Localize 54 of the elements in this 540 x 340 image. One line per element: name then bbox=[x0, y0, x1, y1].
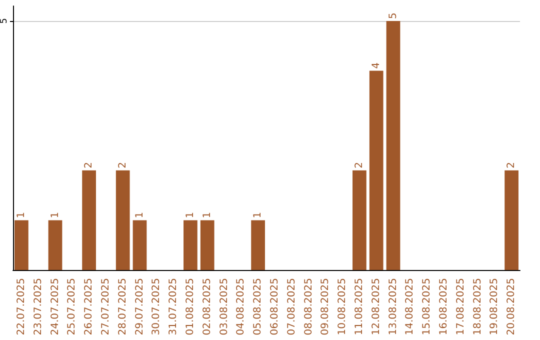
x-tick-label: 11.08.2025 bbox=[354, 278, 365, 336]
bar bbox=[251, 220, 265, 270]
bar bbox=[116, 170, 130, 270]
x-tick-label: 05.08.2025 bbox=[252, 278, 264, 336]
data-label: 4 bbox=[370, 62, 382, 69]
x-tick-label: 26.07.2025 bbox=[84, 278, 95, 336]
bar bbox=[369, 70, 384, 270]
x-tick-label: 13.08.2025 bbox=[388, 278, 399, 336]
x-tick-label: 27.07.2025 bbox=[100, 278, 112, 336]
x-tick-label: 07.08.2025 bbox=[286, 278, 298, 336]
x-tick-label: 30.07.2025 bbox=[151, 278, 162, 336]
bar bbox=[386, 20, 400, 270]
x-tick-label: 04.08.2025 bbox=[236, 278, 247, 336]
x-tick-label: 10.08.2025 bbox=[337, 278, 348, 336]
x-tick-label: 29.07.2025 bbox=[134, 278, 146, 336]
x-tick-label: 12.08.2025 bbox=[370, 278, 382, 336]
x-tick-label: 23.07.2025 bbox=[32, 278, 44, 336]
x-tick-label: 25.07.2025 bbox=[66, 278, 78, 336]
bar bbox=[200, 220, 214, 270]
x-tick-label: 02.08.2025 bbox=[202, 278, 213, 336]
x-tick-label: 19.08.2025 bbox=[489, 278, 500, 336]
x-tick-label: 09.08.2025 bbox=[320, 278, 332, 336]
x-tick-label: 03.08.2025 bbox=[218, 278, 230, 336]
data-label: 2 bbox=[117, 162, 128, 168]
bar bbox=[352, 170, 366, 270]
data-label: 1 bbox=[252, 212, 264, 218]
bar bbox=[184, 220, 198, 270]
data-label: 2 bbox=[506, 162, 518, 168]
x-tick-label: 01.08.2025 bbox=[184, 278, 196, 336]
x-tick-label: 16.08.2025 bbox=[438, 278, 450, 336]
x-tick-label: 28.07.2025 bbox=[117, 278, 128, 336]
x-tick-label: 17.08.2025 bbox=[455, 278, 466, 336]
bar bbox=[82, 170, 96, 270]
x-tick-label: 15.08.2025 bbox=[422, 278, 433, 336]
data-label: 5 bbox=[388, 12, 399, 19]
data-label: 1 bbox=[184, 212, 196, 218]
data-label: 2 bbox=[84, 162, 95, 168]
data-label: 1 bbox=[50, 212, 61, 218]
bar bbox=[14, 220, 28, 270]
x-tick-label: 22.07.2025 bbox=[16, 278, 27, 336]
x-tick-label: 06.08.2025 bbox=[269, 278, 280, 336]
bar bbox=[132, 220, 147, 270]
data-label: 2 bbox=[354, 162, 365, 168]
x-tick-label: 18.08.2025 bbox=[472, 278, 484, 336]
data-label: 1 bbox=[202, 212, 213, 218]
x-tick-label: 31.07.2025 bbox=[168, 278, 180, 336]
x-tick-label: 14.08.2025 bbox=[404, 278, 416, 336]
x-tick-label: 24.07.2025 bbox=[50, 278, 61, 336]
data-label: 1 bbox=[134, 212, 146, 218]
x-tick-label: 20.08.2025 bbox=[506, 278, 518, 336]
bar bbox=[48, 220, 62, 270]
x-tick-label: 08.08.2025 bbox=[303, 278, 314, 336]
data-label: 1 bbox=[16, 212, 27, 218]
bar bbox=[504, 170, 518, 270]
